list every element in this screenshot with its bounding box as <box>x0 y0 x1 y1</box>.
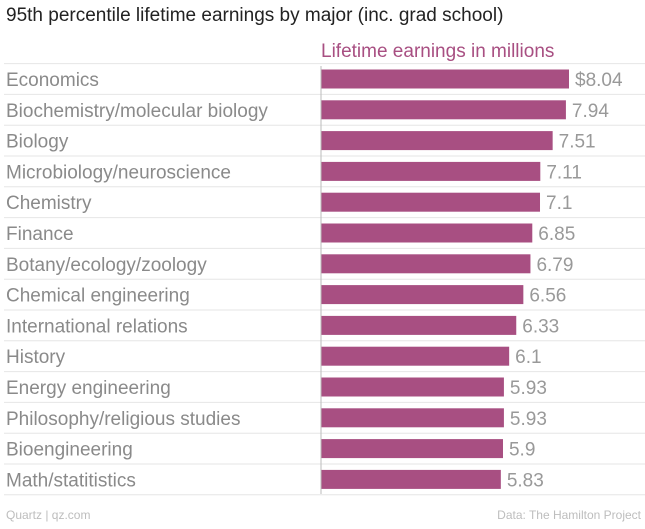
category-label: Energy engineering <box>6 378 171 399</box>
footer-source-right: Data: The Hamilton Project <box>497 508 641 522</box>
value-label: 7.51 <box>559 132 596 153</box>
value-label: 6.1 <box>515 347 541 368</box>
value-labels: $8.04 7.94 7.51 7.11 7.1 6.85 6.79 6.56 6.33 6.1 5… <box>507 70 623 491</box>
category-label: Economics <box>6 70 99 91</box>
value-label: 5.83 <box>507 470 544 491</box>
bar <box>321 439 503 459</box>
category-label: Philosophy/religious studies <box>6 409 240 430</box>
category-label: Biology <box>6 132 69 153</box>
category-label: Microbiology/neuroscience <box>6 162 231 183</box>
category-label: Biochemistry/molecular biology <box>6 101 268 122</box>
value-label: 7.94 <box>572 101 609 122</box>
bar <box>321 377 504 397</box>
value-label: 5.93 <box>510 378 547 399</box>
value-label: 6.33 <box>522 316 559 337</box>
category-label: Math/statitistics <box>6 470 136 491</box>
bars <box>321 69 569 489</box>
bar <box>321 161 541 181</box>
bar <box>321 192 541 212</box>
value-label: 7.1 <box>546 193 572 214</box>
bar <box>321 315 517 335</box>
value-label: 7.11 <box>546 162 582 183</box>
category-label: Finance <box>6 224 74 245</box>
category-label: Chemistry <box>6 193 92 214</box>
bar <box>321 131 553 151</box>
value-label: 6.56 <box>529 286 566 307</box>
category-label: Botany/ecology/zoology <box>6 255 207 276</box>
bar <box>321 469 501 489</box>
footer-source-left: Quartz | qz.com <box>6 508 91 522</box>
value-label: 5.93 <box>510 409 547 430</box>
bar <box>321 69 569 89</box>
category-label: Bioengineering <box>6 440 133 461</box>
gridlines <box>4 63 645 496</box>
value-label: 5.9 <box>509 440 535 461</box>
bar <box>321 408 504 428</box>
category-label: History <box>6 347 66 368</box>
category-labels: Economics Biochemistry/molecular biology B… <box>6 70 268 491</box>
bar <box>321 346 510 366</box>
bar <box>321 100 566 120</box>
bar <box>321 285 524 305</box>
bar <box>321 223 533 243</box>
chart-title: 95th percentile lifetime earnings by maj… <box>6 5 504 26</box>
value-label: 6.85 <box>538 224 575 245</box>
value-label: $8.04 <box>575 70 623 91</box>
category-label: Chemical engineering <box>6 286 190 307</box>
value-label: 6.79 <box>536 255 573 276</box>
bar <box>321 254 531 274</box>
category-label: International relations <box>6 316 188 337</box>
series-label: Lifetime earnings in millions <box>321 41 554 62</box>
